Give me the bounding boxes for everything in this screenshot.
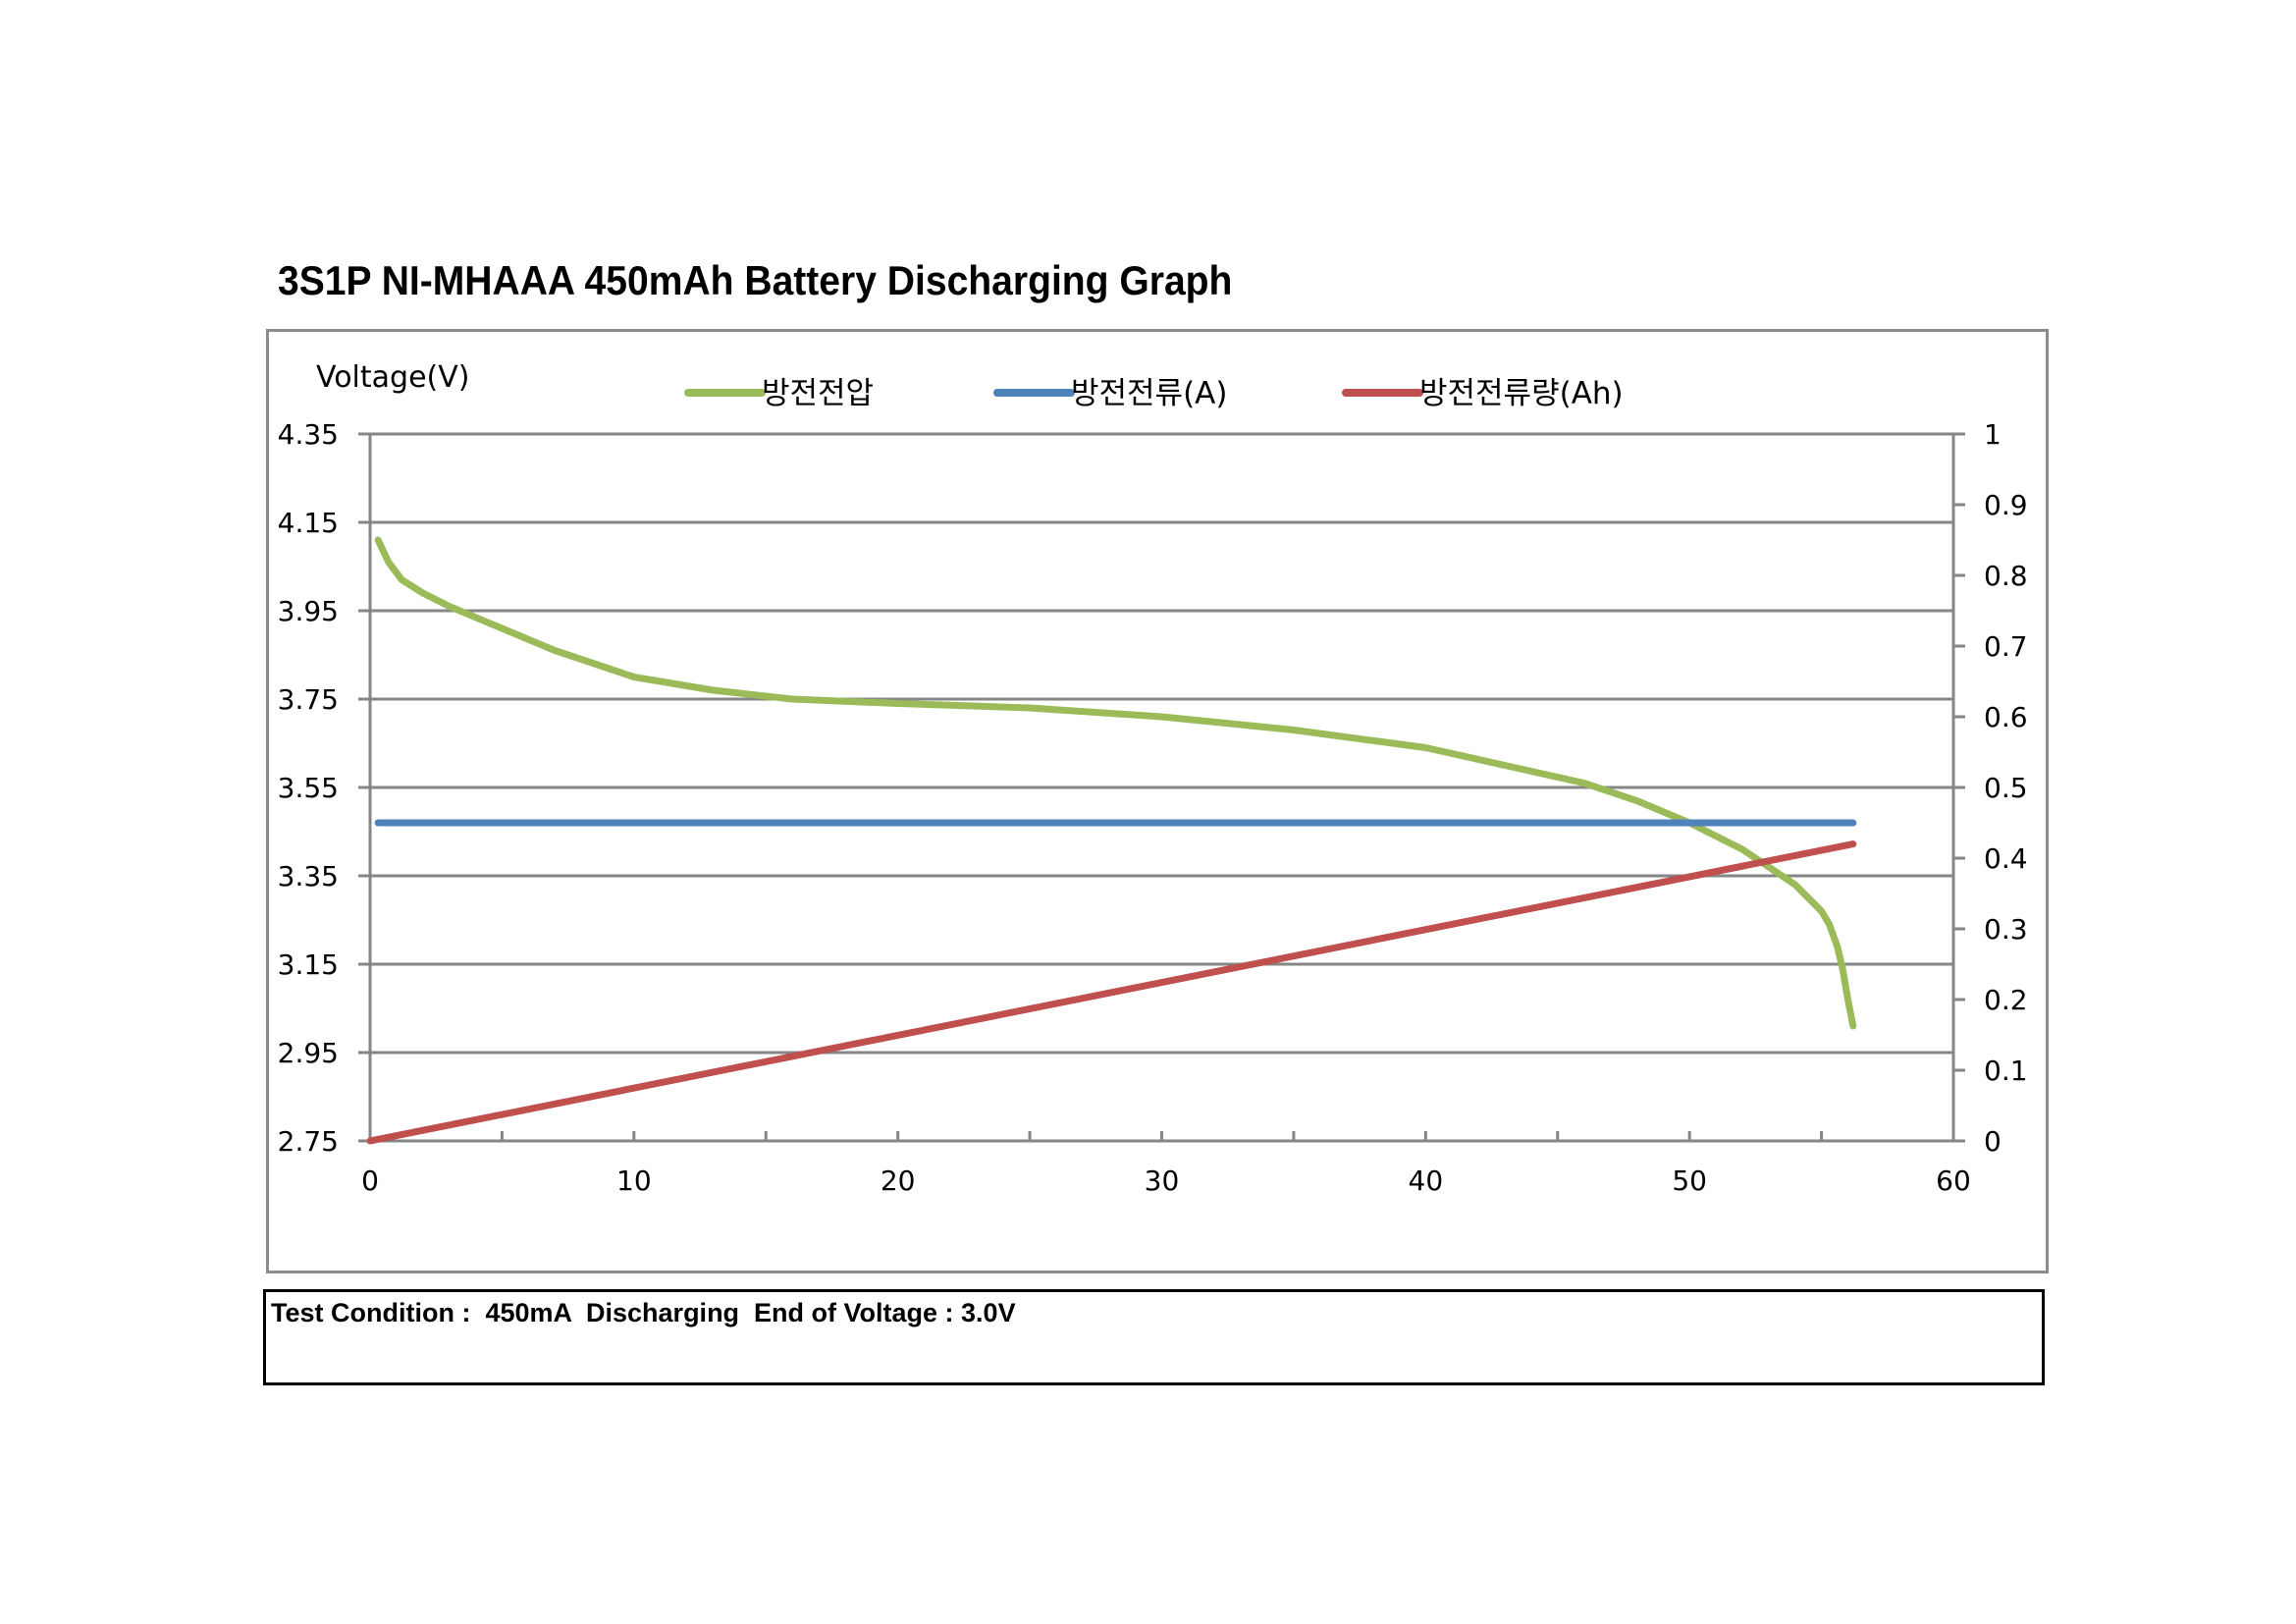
y2-tick-label: 0 — [1984, 1125, 2002, 1158]
y-tick-label: 2.95 — [278, 1037, 339, 1069]
chart-title: 3S1P NI-MHAAA 450mAh Battery Discharging… — [278, 257, 1233, 303]
test-condition-text: Test Condition : 450mA Discharging End o… — [271, 1298, 1016, 1327]
tick-labels: 2.75 2.95 3.15 3.35 3.55 3.75 3.95 4.15 4.35 0 0.1… — [278, 418, 2028, 1197]
y2-tick-label: 0.3 — [1984, 913, 2028, 946]
x-tick-label: 20 — [881, 1164, 916, 1197]
y2-tick-label: 1 — [1984, 418, 2002, 451]
y-tick-label: 3.35 — [278, 860, 339, 893]
y2-tick-label: 0.6 — [1984, 701, 2028, 733]
y-tick-label: 4.35 — [278, 418, 339, 451]
legend-label: 방전전류(A) — [1071, 376, 1227, 411]
y2-tick-label: 0.8 — [1984, 560, 2028, 592]
y2-tick-label: 0.1 — [1984, 1055, 2028, 1087]
x-tick-label: 0 — [361, 1164, 379, 1197]
grid-lines — [370, 432, 1953, 1055]
y-axis-title: Voltage(V) — [316, 360, 469, 395]
y-tick-label: 3.95 — [278, 595, 339, 627]
series-line — [374, 536, 1857, 1030]
legend-label: 방전전류량(Ah) — [1419, 376, 1624, 411]
y2-tick-label: 0.7 — [1984, 630, 2028, 663]
test-condition-box — [263, 1289, 2045, 1385]
x-tick-label: 60 — [1936, 1164, 1971, 1197]
y2-tick-label: 0.9 — [1984, 489, 2028, 521]
y2-tick-label: 0.5 — [1984, 772, 2028, 804]
y-tick-label: 3.55 — [278, 772, 339, 804]
legend-label: 방전전압 — [762, 376, 874, 411]
series-line — [366, 840, 1857, 1145]
y-tick-label: 2.75 — [278, 1125, 339, 1158]
x-tick-label: 40 — [1409, 1164, 1444, 1197]
legend: 방전전압 방전전류(A) 방전전류량(Ah) — [684, 376, 1624, 411]
x-tick-label: 50 — [1672, 1164, 1707, 1197]
series-lines — [366, 536, 1857, 1145]
chart-area — [266, 329, 2049, 1273]
x-tick-label: 10 — [616, 1164, 652, 1197]
y-tick-label: 3.75 — [278, 683, 339, 716]
x-tick-label: 30 — [1145, 1164, 1180, 1197]
y-tick-label: 4.15 — [278, 507, 339, 539]
y2-tick-label: 0.2 — [1984, 984, 2028, 1016]
y2-tick-label: 0.4 — [1984, 842, 2028, 875]
y-tick-label: 3.15 — [278, 948, 339, 981]
